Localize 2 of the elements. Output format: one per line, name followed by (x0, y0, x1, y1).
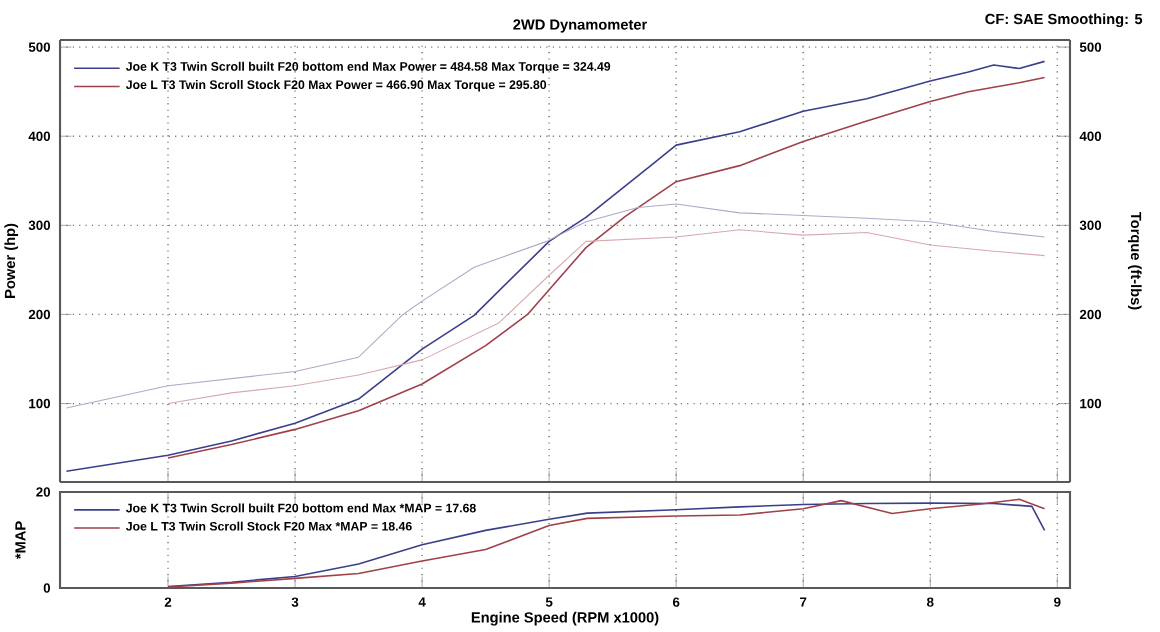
line-series (65, 60, 1046, 473)
line-series (167, 229, 1046, 405)
